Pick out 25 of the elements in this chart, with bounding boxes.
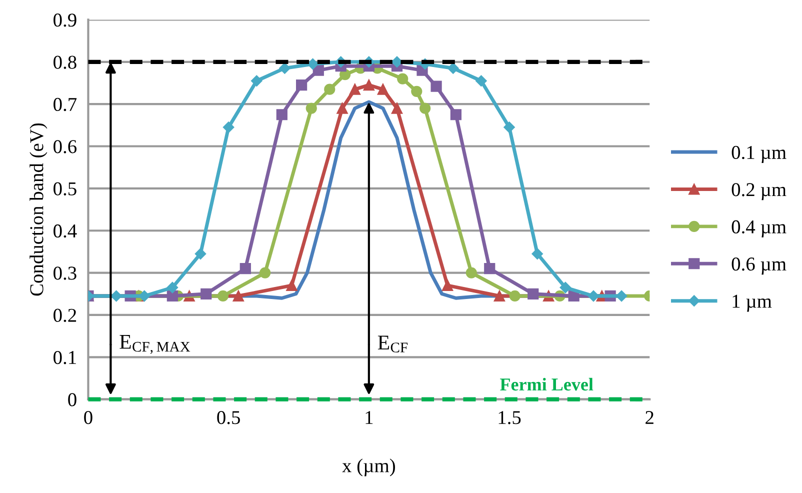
legend-label: 1 µm: [732, 294, 772, 312]
y-tick-label: 0.3: [54, 266, 76, 280]
ref-line-label: Fermi Level: [500, 378, 594, 391]
x-tick-label: 0.5: [217, 411, 240, 424]
y-tick-label: 0.4: [54, 224, 77, 238]
y-tick-label: 0.5: [54, 182, 76, 196]
legend-label: 0.2 µm: [732, 183, 786, 200]
y-tick-label: 0.7: [54, 98, 77, 112]
y-tick-label: 0.6: [54, 140, 77, 154]
y-tick-label: 0.2: [54, 308, 76, 322]
annotation: E$_{CF,MAX}$: [120, 335, 190, 354]
y-axis-title: Conduction band (eV): [30, 123, 48, 296]
x-tick-label: 1: [366, 411, 373, 424]
legend-label: 0.4 µm: [732, 220, 786, 238]
y-tick-label: 0: [68, 393, 76, 406]
x-tick-label: 2: [646, 411, 654, 424]
x-tick-label: 1.5: [498, 411, 521, 424]
y-tick-label: 0.1: [54, 350, 76, 364]
x-tick-label: 0: [84, 411, 92, 424]
y-tick-label: 0.9: [54, 14, 76, 27]
annotation: E$_{CF}$: [378, 336, 408, 352]
y-tick-label: 0.8: [54, 56, 76, 69]
legend-label: 0.1 µm: [732, 146, 786, 163]
x-axis-title: x (µm): [342, 458, 395, 476]
legend-label: 0.6 µm: [732, 258, 786, 275]
